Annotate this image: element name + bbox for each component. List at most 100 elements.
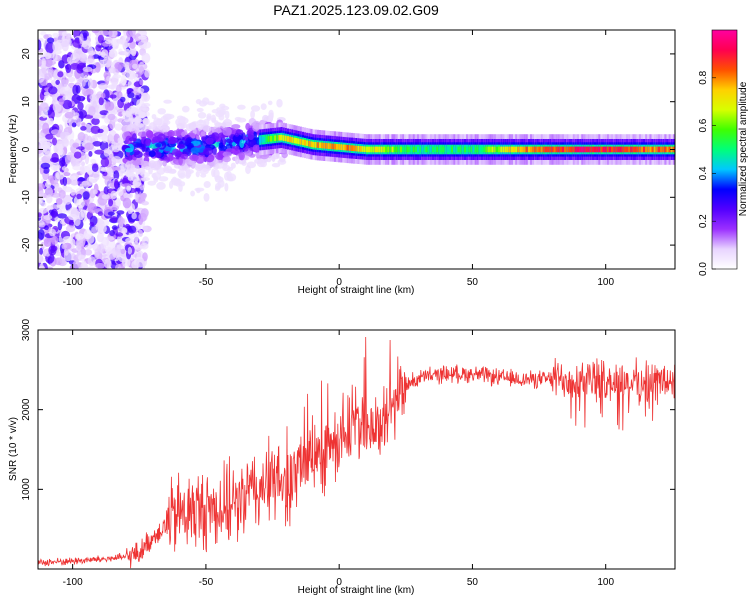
spectrogram-ridge-segment	[365, 146, 368, 153]
spectrogram-cell	[71, 122, 77, 128]
spectrogram-ridge-segment	[504, 146, 507, 153]
spectrogram-cell	[128, 231, 136, 239]
spectrogram-ridge-segment	[455, 146, 458, 153]
spectrogram-ridge-segment	[647, 146, 650, 153]
spectrogram-cell	[109, 230, 115, 237]
spectrogram-ridge-segment	[483, 146, 486, 153]
spectrogram-cell	[68, 213, 78, 221]
spectrogram-ridge-segment	[540, 146, 543, 153]
spectrogram-cell	[134, 143, 144, 148]
spectrogram-cell	[110, 180, 116, 189]
spectrogram-cell	[237, 104, 246, 110]
spectrogram-cell	[176, 128, 181, 137]
spectrogram-cell	[56, 198, 63, 205]
spectrogram-cell	[103, 186, 109, 196]
spectrogram-cell	[55, 79, 60, 85]
spectrogram-cell	[163, 99, 172, 104]
spectrogram-cell	[129, 47, 137, 55]
spectrogram-cell	[98, 83, 108, 90]
spectrogram-cell	[134, 33, 142, 42]
spectrogram-ridge-segment	[442, 146, 445, 153]
spectrogram-cell	[48, 117, 54, 125]
spectrogram-cell	[167, 139, 178, 145]
spectrogram-cell	[128, 105, 136, 114]
spectrogram-cell	[70, 156, 76, 167]
spectrogram-cell	[141, 102, 151, 108]
spectrogram-cell	[50, 157, 60, 163]
spectrogram-ridge-segment	[513, 146, 516, 153]
spectrogram-cell	[44, 151, 52, 158]
spectrogram-cell	[117, 39, 126, 45]
spectrogram-ridge-segment	[536, 146, 539, 153]
spectrogram-ridge-segment	[657, 146, 661, 153]
spectrogram-ridge-segment	[523, 146, 526, 153]
spectrogram-ridge-segment	[299, 139, 302, 145]
spectrogram-y-axis: -20 -10 0 10 20	[21, 48, 675, 252]
spectrogram-cell	[141, 201, 149, 206]
spectrogram-ridge-segment	[406, 146, 409, 153]
spectrogram-cell	[91, 117, 100, 125]
spectrogram-ridge-segment	[440, 146, 443, 153]
spectrogram-cell	[141, 92, 151, 102]
spectrogram-cell	[62, 176, 68, 186]
spectrogram-cell	[50, 129, 61, 135]
spectrogram-ridge-segment	[619, 146, 622, 153]
spectrogram-ridge-segment	[412, 146, 415, 153]
spectrogram-cell	[79, 165, 85, 175]
spectrogram-ridge-segment	[393, 146, 396, 153]
spectrogram-ridge-segment	[436, 146, 439, 153]
spectrogram-ridge-segment	[425, 146, 428, 153]
spectrogram-cell	[144, 69, 151, 78]
spectrogram-ridge-segment	[431, 146, 435, 153]
spectrogram-cell	[53, 161, 58, 172]
spectrogram-cell	[144, 166, 151, 171]
snr-y-axis: 1000 2000 3000	[21, 318, 675, 500]
spectrogram-ridge-segment	[265, 136, 268, 143]
spectrogram-ridge-segment	[498, 146, 501, 153]
spectrogram-cell	[88, 78, 93, 89]
spectrogram-ridge-segment	[314, 142, 317, 148]
spectrogram-cell	[98, 97, 104, 106]
spectrogram-cell	[121, 177, 129, 185]
spectrogram-cell	[117, 137, 123, 144]
spectrogram-cell	[61, 243, 67, 250]
spectrogram-ridge-segment	[510, 146, 513, 153]
spectrogram-ridge-segment	[408, 146, 411, 153]
spectrogram-ridge-segment	[325, 143, 328, 149]
spectrogram-ridge-segment	[419, 146, 422, 153]
spectrogram-ridge-segment	[267, 136, 270, 142]
spectrogram-ridge-segment	[587, 146, 590, 153]
spectrogram-ridge-segment	[564, 146, 567, 153]
spectrogram-ridge-segment	[643, 146, 646, 153]
spectrogram-cell	[43, 214, 53, 221]
spectrogram-cell	[161, 122, 168, 132]
spectrogram-cell	[125, 258, 131, 267]
spectrogram-cell	[100, 92, 106, 99]
chart-title: PAZ1.2025.123.09.02.G09	[273, 2, 439, 18]
spectrogram-cell	[142, 252, 148, 262]
spectrogram-cell	[88, 150, 93, 157]
spectrogram-cell	[82, 66, 93, 73]
spectrogram-cell	[90, 125, 101, 134]
spectrogram-cell	[83, 91, 88, 97]
spectrogram-cell	[61, 165, 67, 171]
spectrogram-ridge-segment	[493, 146, 496, 153]
spectrogram-cell	[38, 190, 45, 198]
spectrogram-cell	[153, 160, 160, 170]
spectrogram-cell	[156, 181, 166, 190]
spectrogram-ridge-segment	[466, 146, 469, 153]
spectrogram-cell	[38, 220, 45, 226]
spectrogram-cell	[178, 156, 183, 166]
spectrogram-cell	[224, 182, 229, 192]
spectrogram-ridge-segment	[348, 145, 351, 151]
spectrogram-ridge-segment	[645, 146, 648, 153]
spectrogram-cell	[98, 243, 105, 254]
spectrogram-ridge-segment	[527, 146, 531, 153]
y-tick-label: 3000	[21, 318, 32, 341]
spectrogram-cell	[64, 154, 71, 165]
spectrogram-cell	[129, 40, 136, 49]
spectrogram-cell	[195, 99, 202, 105]
spectrogram-ridge-segment	[626, 146, 629, 153]
spectrogram-cell	[178, 172, 186, 179]
spectrogram-cell	[211, 132, 220, 141]
